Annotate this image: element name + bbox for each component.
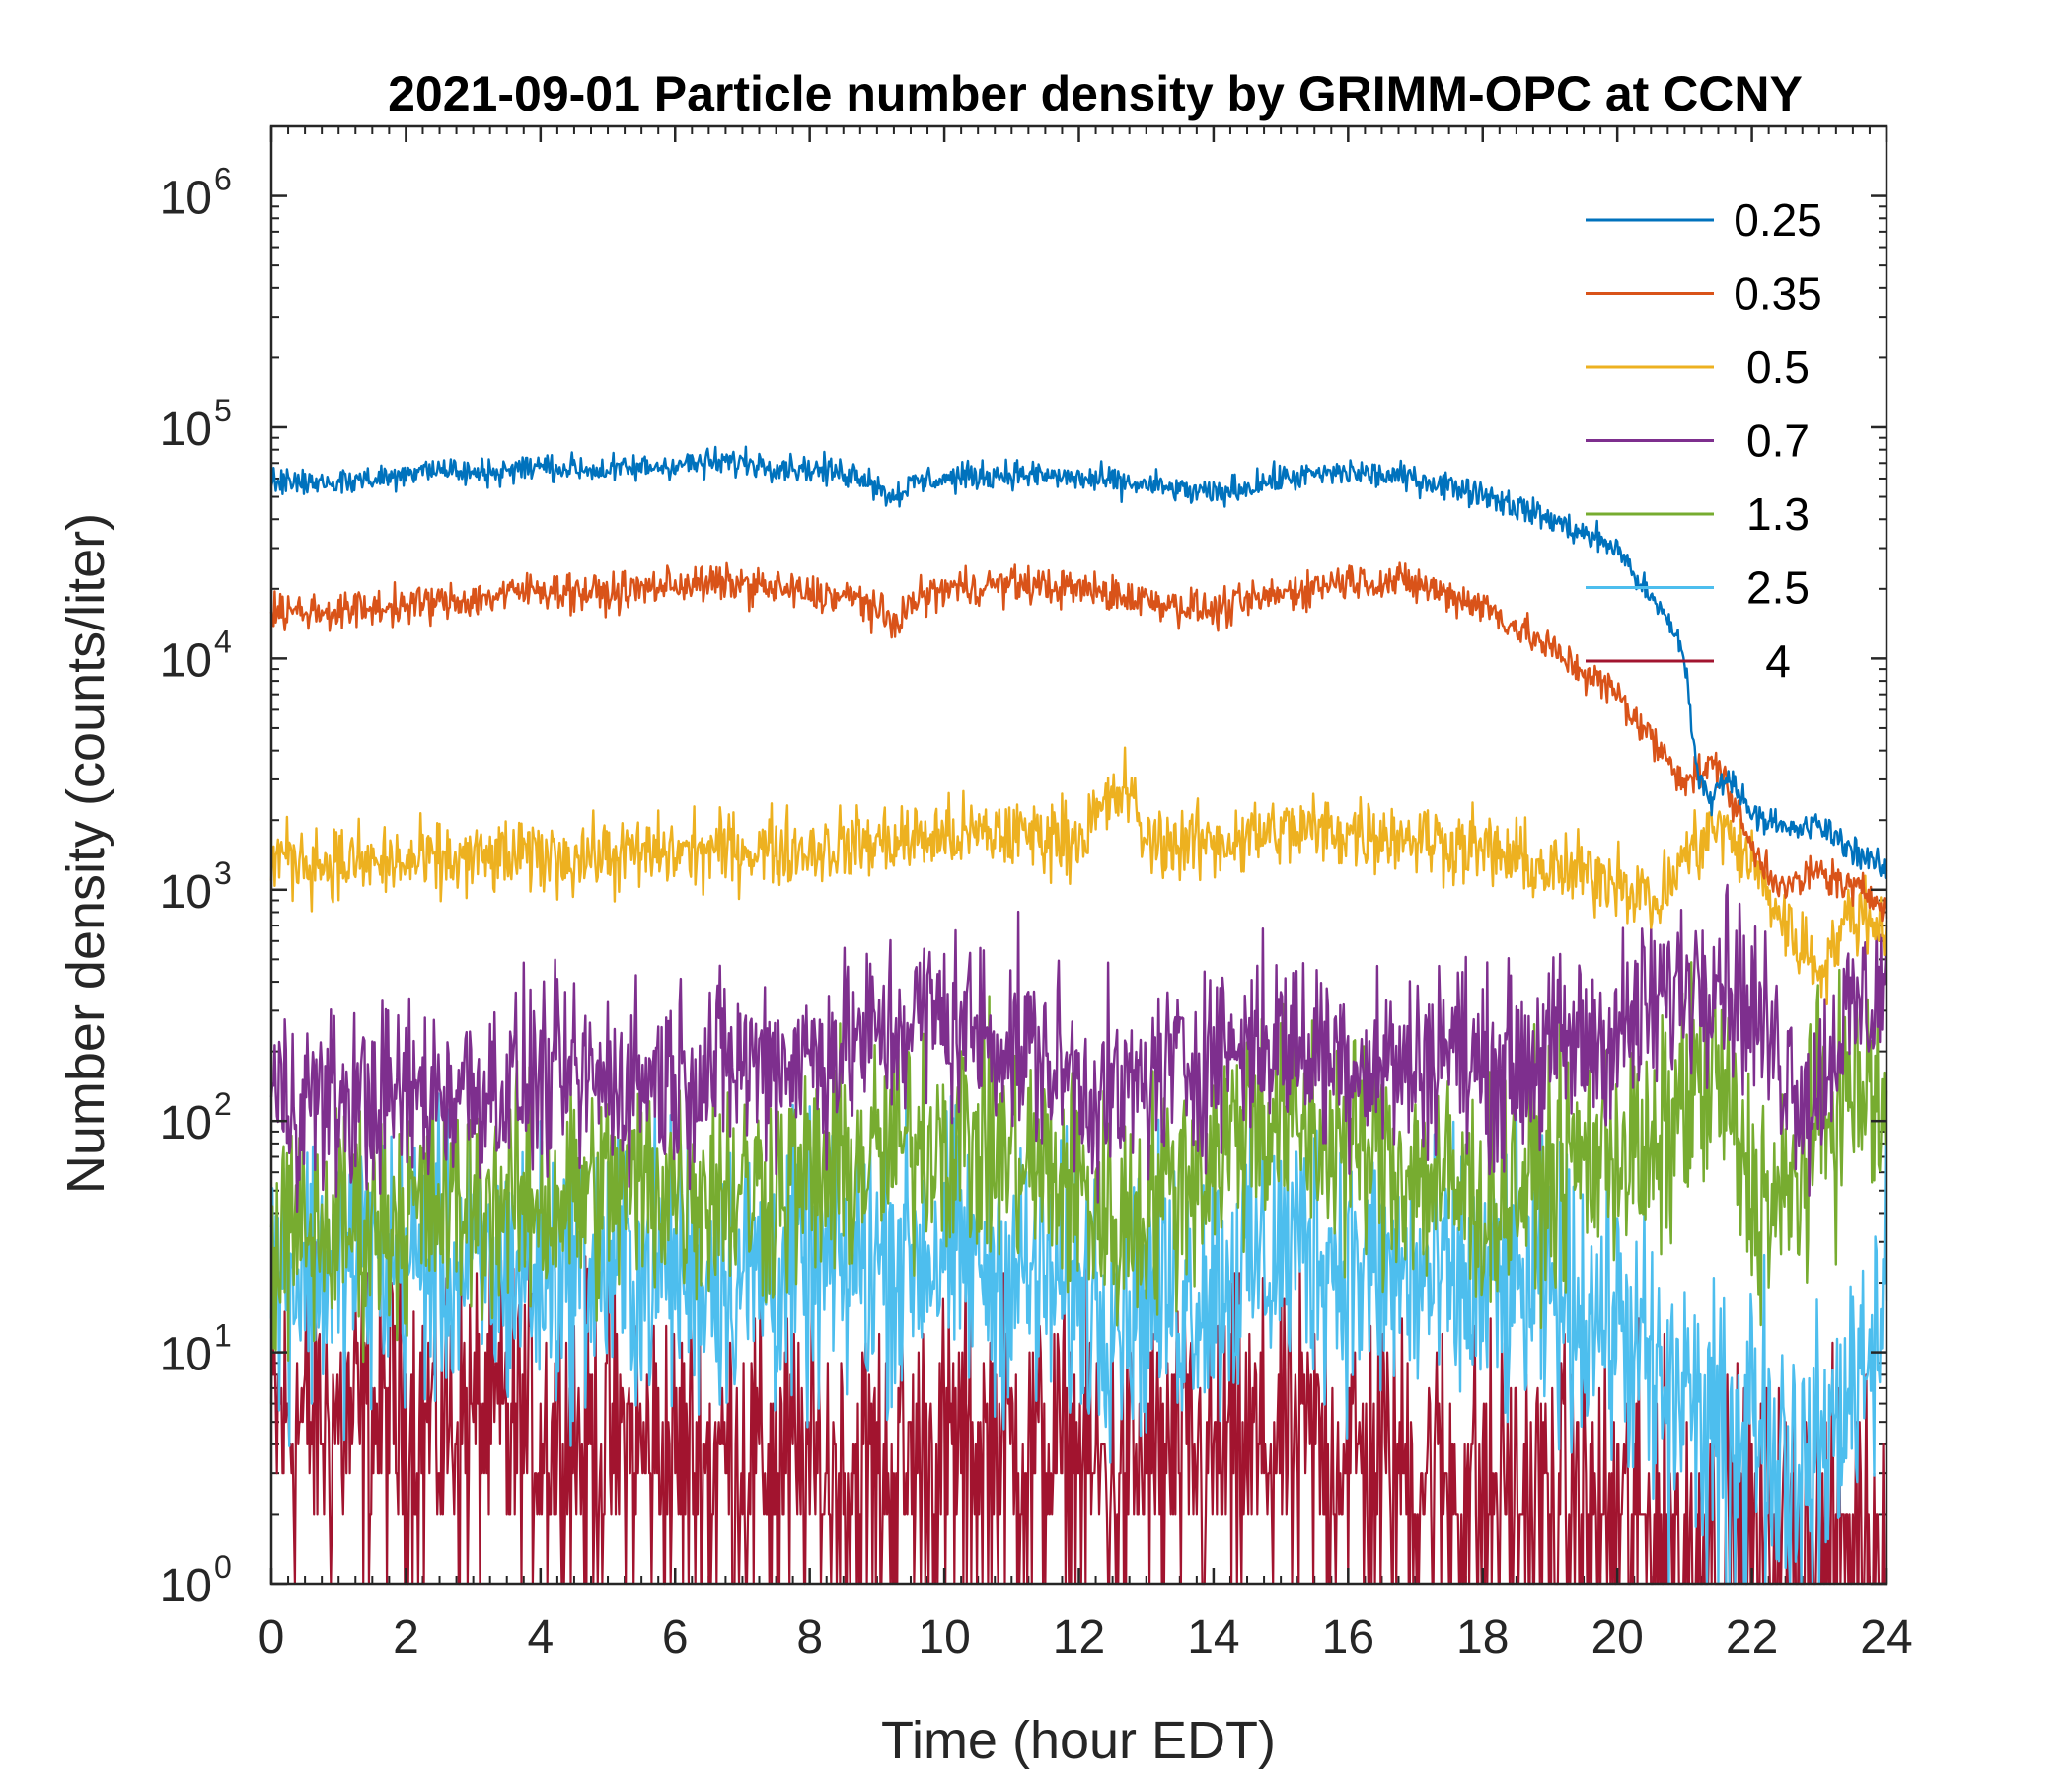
x-tick-label: 14 xyxy=(1187,1611,1239,1664)
series-line-0-5 xyxy=(269,746,1888,1006)
series-line-0-25 xyxy=(269,445,1888,879)
y-axis-label: Number density (counts/liter) xyxy=(56,513,115,1194)
y-tick-label: 10 xyxy=(160,634,212,687)
y-tick-label: 10 xyxy=(160,1560,212,1612)
legend: 0.25 0.35 0.5 0.7 1.3 2.5 4 xyxy=(1586,194,1822,687)
plot-series xyxy=(269,445,1888,1586)
y-tick-exponent: 4 xyxy=(214,624,232,659)
legend-label: 0.7 xyxy=(1746,415,1810,467)
x-tick-label: 18 xyxy=(1456,1611,1509,1664)
series-line-0-7 xyxy=(269,883,1888,1214)
legend-label: 0.5 xyxy=(1746,341,1810,393)
series-line-0-35 xyxy=(269,561,1888,923)
legend-label: 0.25 xyxy=(1734,194,1822,246)
x-tick-label: 22 xyxy=(1726,1611,1778,1664)
series-line-4 xyxy=(269,1202,1887,1586)
x-tick-label: 4 xyxy=(527,1611,554,1664)
x-tick-label: 12 xyxy=(1053,1611,1105,1664)
legend-label: 0.35 xyxy=(1734,268,1822,320)
legend-label: 2.5 xyxy=(1746,562,1810,614)
x-tick-label: 20 xyxy=(1591,1611,1643,1664)
y-tick-label: 10 xyxy=(160,173,212,225)
x-tick-label: 2 xyxy=(393,1611,419,1664)
x-tick-label: 16 xyxy=(1322,1611,1374,1664)
y-tick-label: 10 xyxy=(160,1097,212,1149)
y-tick-label: 10 xyxy=(160,866,212,919)
y-tick-exponent: 5 xyxy=(214,393,232,428)
y-tick-exponent: 2 xyxy=(214,1086,232,1122)
x-tick-label: 8 xyxy=(796,1611,823,1664)
chart-title: 2021-09-01 Particle number density by GR… xyxy=(388,66,1803,121)
x-axis-label: Time (hour EDT) xyxy=(881,1711,1276,1770)
y-tick-exponent: 3 xyxy=(214,855,232,891)
x-tick-label: 0 xyxy=(259,1611,285,1664)
legend-label: 1.3 xyxy=(1746,488,1810,540)
y-tick-label: 10 xyxy=(160,1329,212,1381)
y-tick-label: 10 xyxy=(160,404,212,456)
y-tick-exponent: 6 xyxy=(214,162,232,197)
x-tick-label: 10 xyxy=(918,1611,970,1664)
x-tick-label: 24 xyxy=(1860,1611,1912,1664)
x-tick-label: 6 xyxy=(662,1611,689,1664)
y-tick-exponent: 1 xyxy=(214,1318,232,1354)
y-tick-exponent: 0 xyxy=(214,1549,232,1585)
legend-label: 4 xyxy=(1765,635,1791,687)
